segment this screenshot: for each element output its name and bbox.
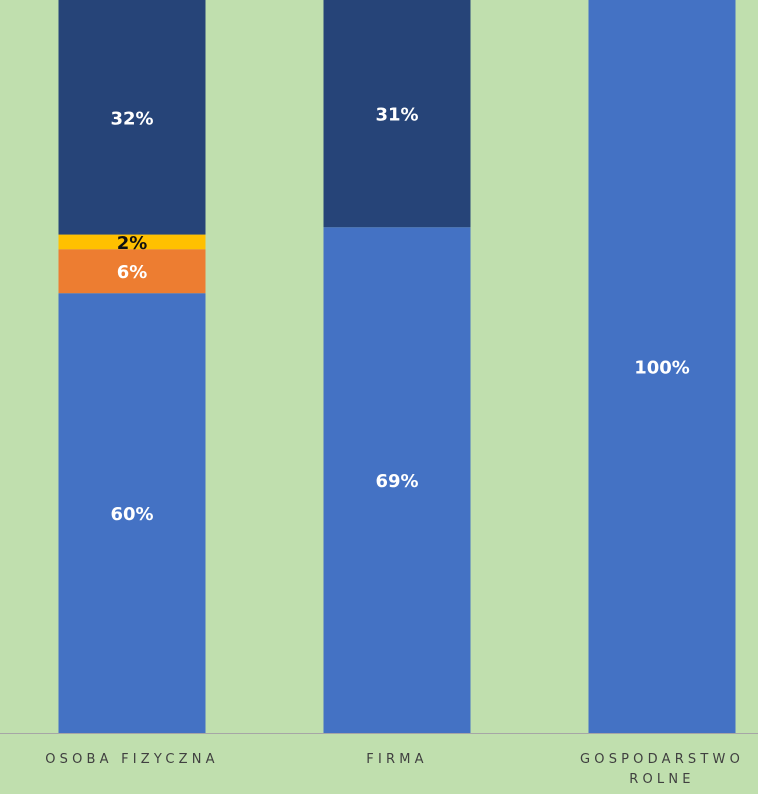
x-tick-label: GOSPODARSTWO ROLNE <box>579 752 745 787</box>
bar-segment <box>58 0 206 235</box>
data-label: 2% <box>117 233 148 254</box>
data-label: 69% <box>375 471 418 492</box>
bar-segment <box>58 249 206 294</box>
bar-segment <box>58 293 206 733</box>
bar-segment <box>323 227 471 734</box>
data-label: 60% <box>110 504 153 525</box>
data-label: 100% <box>634 358 690 379</box>
data-label: 31% <box>375 105 418 126</box>
bar-segment <box>588 0 736 733</box>
data-label: 32% <box>110 108 153 129</box>
data-label: 6% <box>117 262 148 283</box>
x-tick-label: FIRMA <box>366 752 428 767</box>
bar-segment <box>58 234 206 250</box>
x-tick-label: OSOBA FIZYCZNA <box>45 752 219 767</box>
bar-segment <box>323 0 471 228</box>
